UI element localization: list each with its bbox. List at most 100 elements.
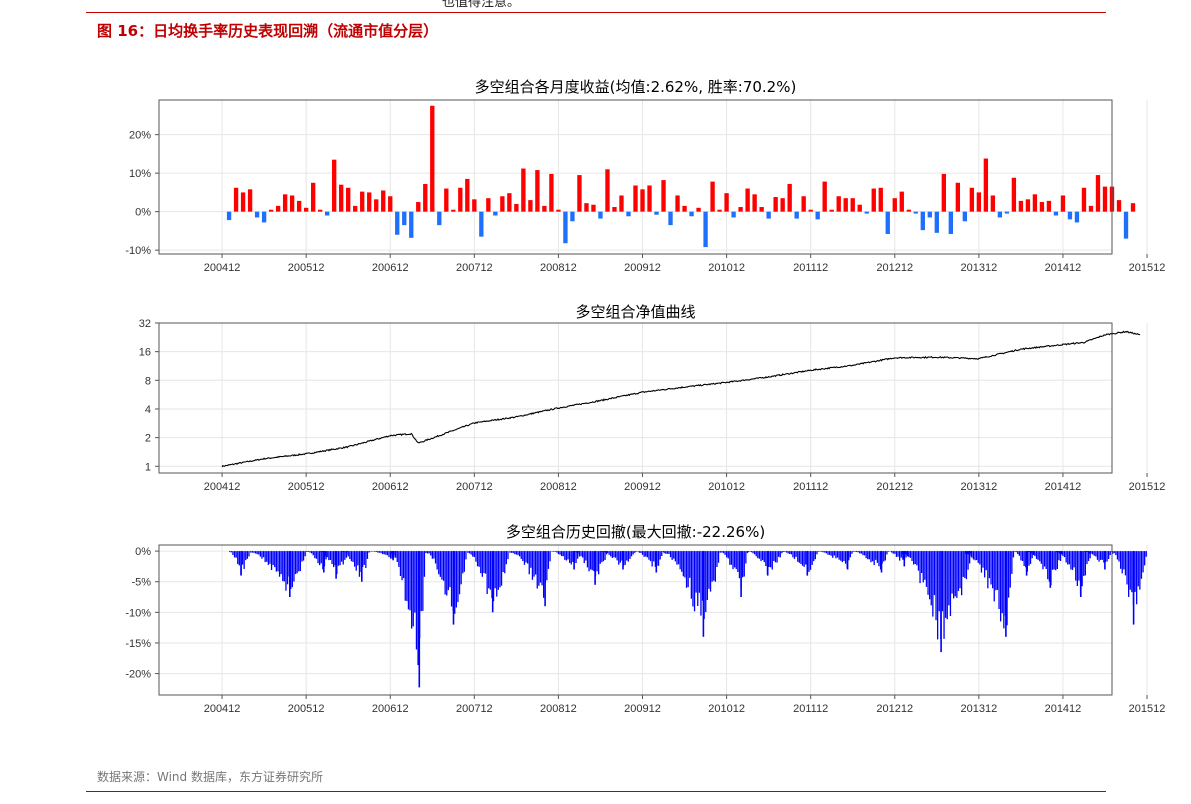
plot-area xyxy=(159,545,1112,695)
drawdown-bar xyxy=(654,551,656,567)
drawdown-bar xyxy=(1137,551,1139,587)
drawdown-bar xyxy=(304,551,306,557)
drawdown-bar xyxy=(414,551,416,613)
drawdown-bar xyxy=(1035,551,1038,559)
bar xyxy=(766,211,771,219)
drawdown-bar xyxy=(1012,551,1015,558)
drawdown-bar xyxy=(886,551,888,555)
drawdown-bar xyxy=(900,551,902,558)
monthly-return-svg: 多空组合各月度收益(均值:2.62%, 胜率:70.2%) -10% 0% 10% 20… xyxy=(125,78,1165,274)
drawdown-bar xyxy=(968,551,970,555)
drawdown-bar xyxy=(781,551,783,554)
drawdown-bar xyxy=(1021,551,1024,561)
drawdown-bar xyxy=(570,551,572,565)
drawdown-min-bar xyxy=(1080,551,1082,597)
drawdown-bar xyxy=(422,551,424,611)
drawdown-bar xyxy=(984,551,986,578)
drawdown-bar xyxy=(499,551,501,588)
drawdown-bar xyxy=(1039,551,1041,562)
bar xyxy=(717,209,722,212)
drawdown-bar xyxy=(517,551,519,556)
drawdown-bar xyxy=(243,551,245,569)
drawdown-bar xyxy=(1123,551,1125,570)
drawdown-bar xyxy=(776,551,778,563)
bar xyxy=(528,200,533,212)
drawdown-bar xyxy=(1124,551,1127,576)
drawdown-bar xyxy=(1055,551,1057,571)
drawdown-bar xyxy=(1134,551,1136,592)
drawdown-bar xyxy=(533,551,535,577)
drawdown-bar xyxy=(423,551,426,577)
x-tick-label: 200512 xyxy=(288,481,325,493)
drawdown-bar xyxy=(1145,551,1147,557)
drawdown-bar xyxy=(878,551,880,567)
drawdown-bar xyxy=(267,551,269,565)
drawdown-bar xyxy=(472,551,474,557)
drawdown-bar xyxy=(1055,551,1058,553)
drawdown-bar xyxy=(954,551,956,597)
drawdown-bar xyxy=(641,551,644,555)
drawdown-bar xyxy=(689,551,691,578)
drawdown-bar xyxy=(334,551,336,566)
drawdown-bar xyxy=(475,551,477,562)
drawdown-bar xyxy=(496,551,498,597)
drawdown-bar xyxy=(790,551,792,555)
drawdown-bar xyxy=(585,551,587,561)
drawdown-bar xyxy=(851,551,853,554)
bar xyxy=(1018,200,1024,212)
x-tick-label: 201412 xyxy=(1045,703,1082,715)
drawdown-bar xyxy=(971,551,973,558)
drawdown-bar xyxy=(442,551,445,581)
drawdown-bar xyxy=(515,551,518,555)
drawdown-bar xyxy=(859,551,861,554)
drawdown-bar xyxy=(317,551,319,564)
bar xyxy=(465,178,470,212)
drawdown-bar xyxy=(649,551,652,562)
drawdown-bar xyxy=(1081,551,1083,587)
drawdown-bar xyxy=(632,551,634,555)
bar xyxy=(261,211,267,223)
drawdown-bar xyxy=(956,551,958,598)
drawdown-bar xyxy=(701,551,704,601)
drawdown-bar xyxy=(1073,551,1075,568)
bar xyxy=(247,189,253,212)
y-tick-label: 0% xyxy=(135,207,151,219)
bar xyxy=(598,211,603,219)
drawdown-bar xyxy=(972,551,975,560)
drawdown-bar xyxy=(980,551,983,573)
drawdown-bar xyxy=(232,551,234,555)
drawdown-bar xyxy=(331,551,333,564)
drawdown-bar xyxy=(840,551,842,561)
y-tick-label: -15% xyxy=(125,638,151,650)
drawdown-bar xyxy=(315,551,318,559)
drawdown-bar xyxy=(403,551,405,579)
drawdown-bar xyxy=(614,551,617,558)
x-tick-label: 201512 xyxy=(1129,481,1166,493)
drawdown-bar xyxy=(262,551,265,558)
bar xyxy=(486,198,491,212)
bar xyxy=(591,204,596,212)
x-tick-label: 200412 xyxy=(204,262,241,274)
drawdown-bar xyxy=(996,551,999,590)
drawdown-bar xyxy=(852,551,854,552)
drawdown-bar xyxy=(747,551,749,553)
x-tick-label: 201212 xyxy=(876,481,913,493)
drawdown-bar xyxy=(433,551,435,559)
drawdown-bar xyxy=(762,551,764,561)
drawdown-bar xyxy=(546,551,548,581)
drawdown-bar xyxy=(1068,551,1070,565)
drawdown-bar xyxy=(724,551,726,555)
x-tick-label: 200812 xyxy=(540,481,577,493)
drawdown-bar xyxy=(966,551,968,555)
drawdown-bar xyxy=(1140,551,1143,579)
drawdown-bar xyxy=(730,551,733,565)
drawdown-bar xyxy=(349,551,351,559)
bar xyxy=(1025,199,1031,212)
drawdown-bar xyxy=(582,551,584,558)
drawdown-chart: 多空组合历史回撤(最大回撤:-22.26%) -20% -15% -10% -5% 0% 2… xyxy=(0,515,1191,725)
drawdown-bar xyxy=(1031,551,1033,559)
drawdown-bar xyxy=(253,551,255,553)
drawdown-bar xyxy=(320,551,322,564)
drawdown-bar xyxy=(925,551,928,587)
drawdown-bar xyxy=(1120,551,1122,569)
